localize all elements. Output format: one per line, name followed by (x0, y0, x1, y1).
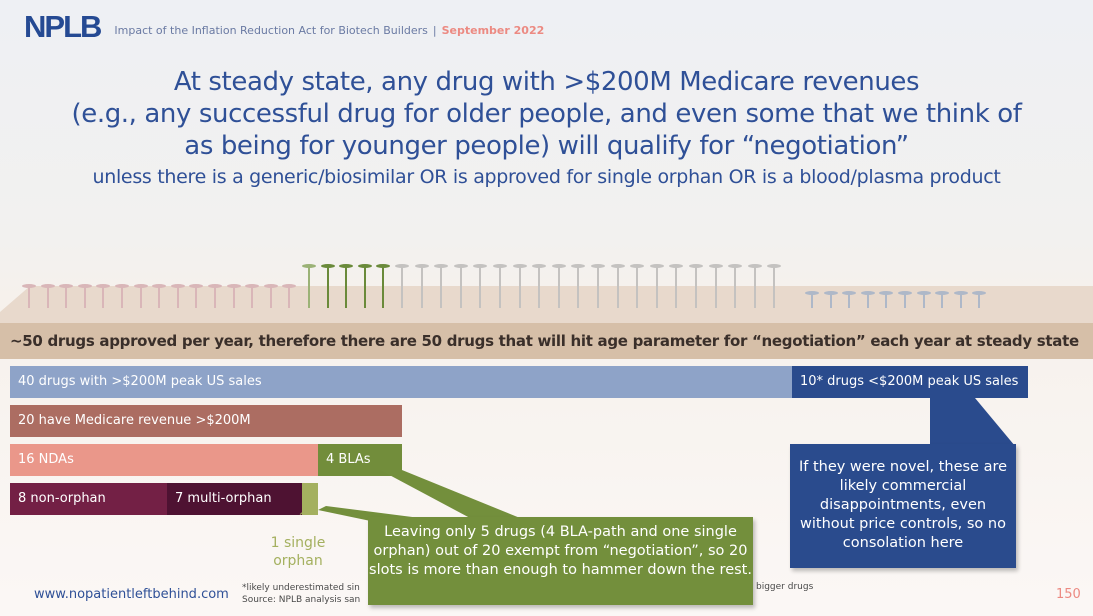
bar-medicare: 20 have Medicare revenue >$200M (10, 405, 402, 437)
bar-over-200m: 40 drugs with >$200M peak US sales (10, 366, 792, 398)
page-number: 150 (1056, 587, 1081, 602)
nplb-logo: NPLB (24, 9, 102, 44)
bar-multi-orphan: 7 multi-orphan (167, 483, 302, 515)
slide-header: NPLB Impact of the Inflation Reduction A… (24, 9, 545, 44)
footer-url[interactable]: www.nopatientleftbehind.com (34, 587, 229, 602)
slide-subheadline: unless there is a generic/biosimilar OR … (92, 166, 1001, 188)
drug-pins-illustration (22, 264, 987, 308)
deck-date: September 2022 (441, 23, 545, 37)
footnote-continued: bigger drugs (756, 582, 814, 592)
header-subtitle: Impact of the Inflation Reduction Act fo… (114, 23, 545, 37)
summary-band: ~50 drugs approved per year, therefore t… (0, 323, 1093, 359)
deck-title: Impact of the Inflation Reduction Act fo… (114, 23, 428, 37)
bar-blas: 4 BLAs (318, 444, 402, 476)
pin-floor (0, 286, 1093, 324)
bar-non-orphan: 8 non-orphan (10, 483, 167, 515)
slide-headline: At steady state, any drug with >$200M Me… (71, 67, 1022, 161)
bar-ndas: 16 NDAs (10, 444, 318, 476)
footnote: *likely underestimated sin Source: NPLB … (242, 583, 361, 605)
single-orphan-label: 1 single orphan (270, 535, 326, 569)
low-sales-callout: If they were novel, these are likely com… (790, 444, 1016, 568)
bar-under-200m: 10* drugs <$200M peak US sales (792, 366, 1028, 398)
exempt-callout: Leaving only 5 drugs (4 BLA-path and one… (368, 517, 753, 605)
